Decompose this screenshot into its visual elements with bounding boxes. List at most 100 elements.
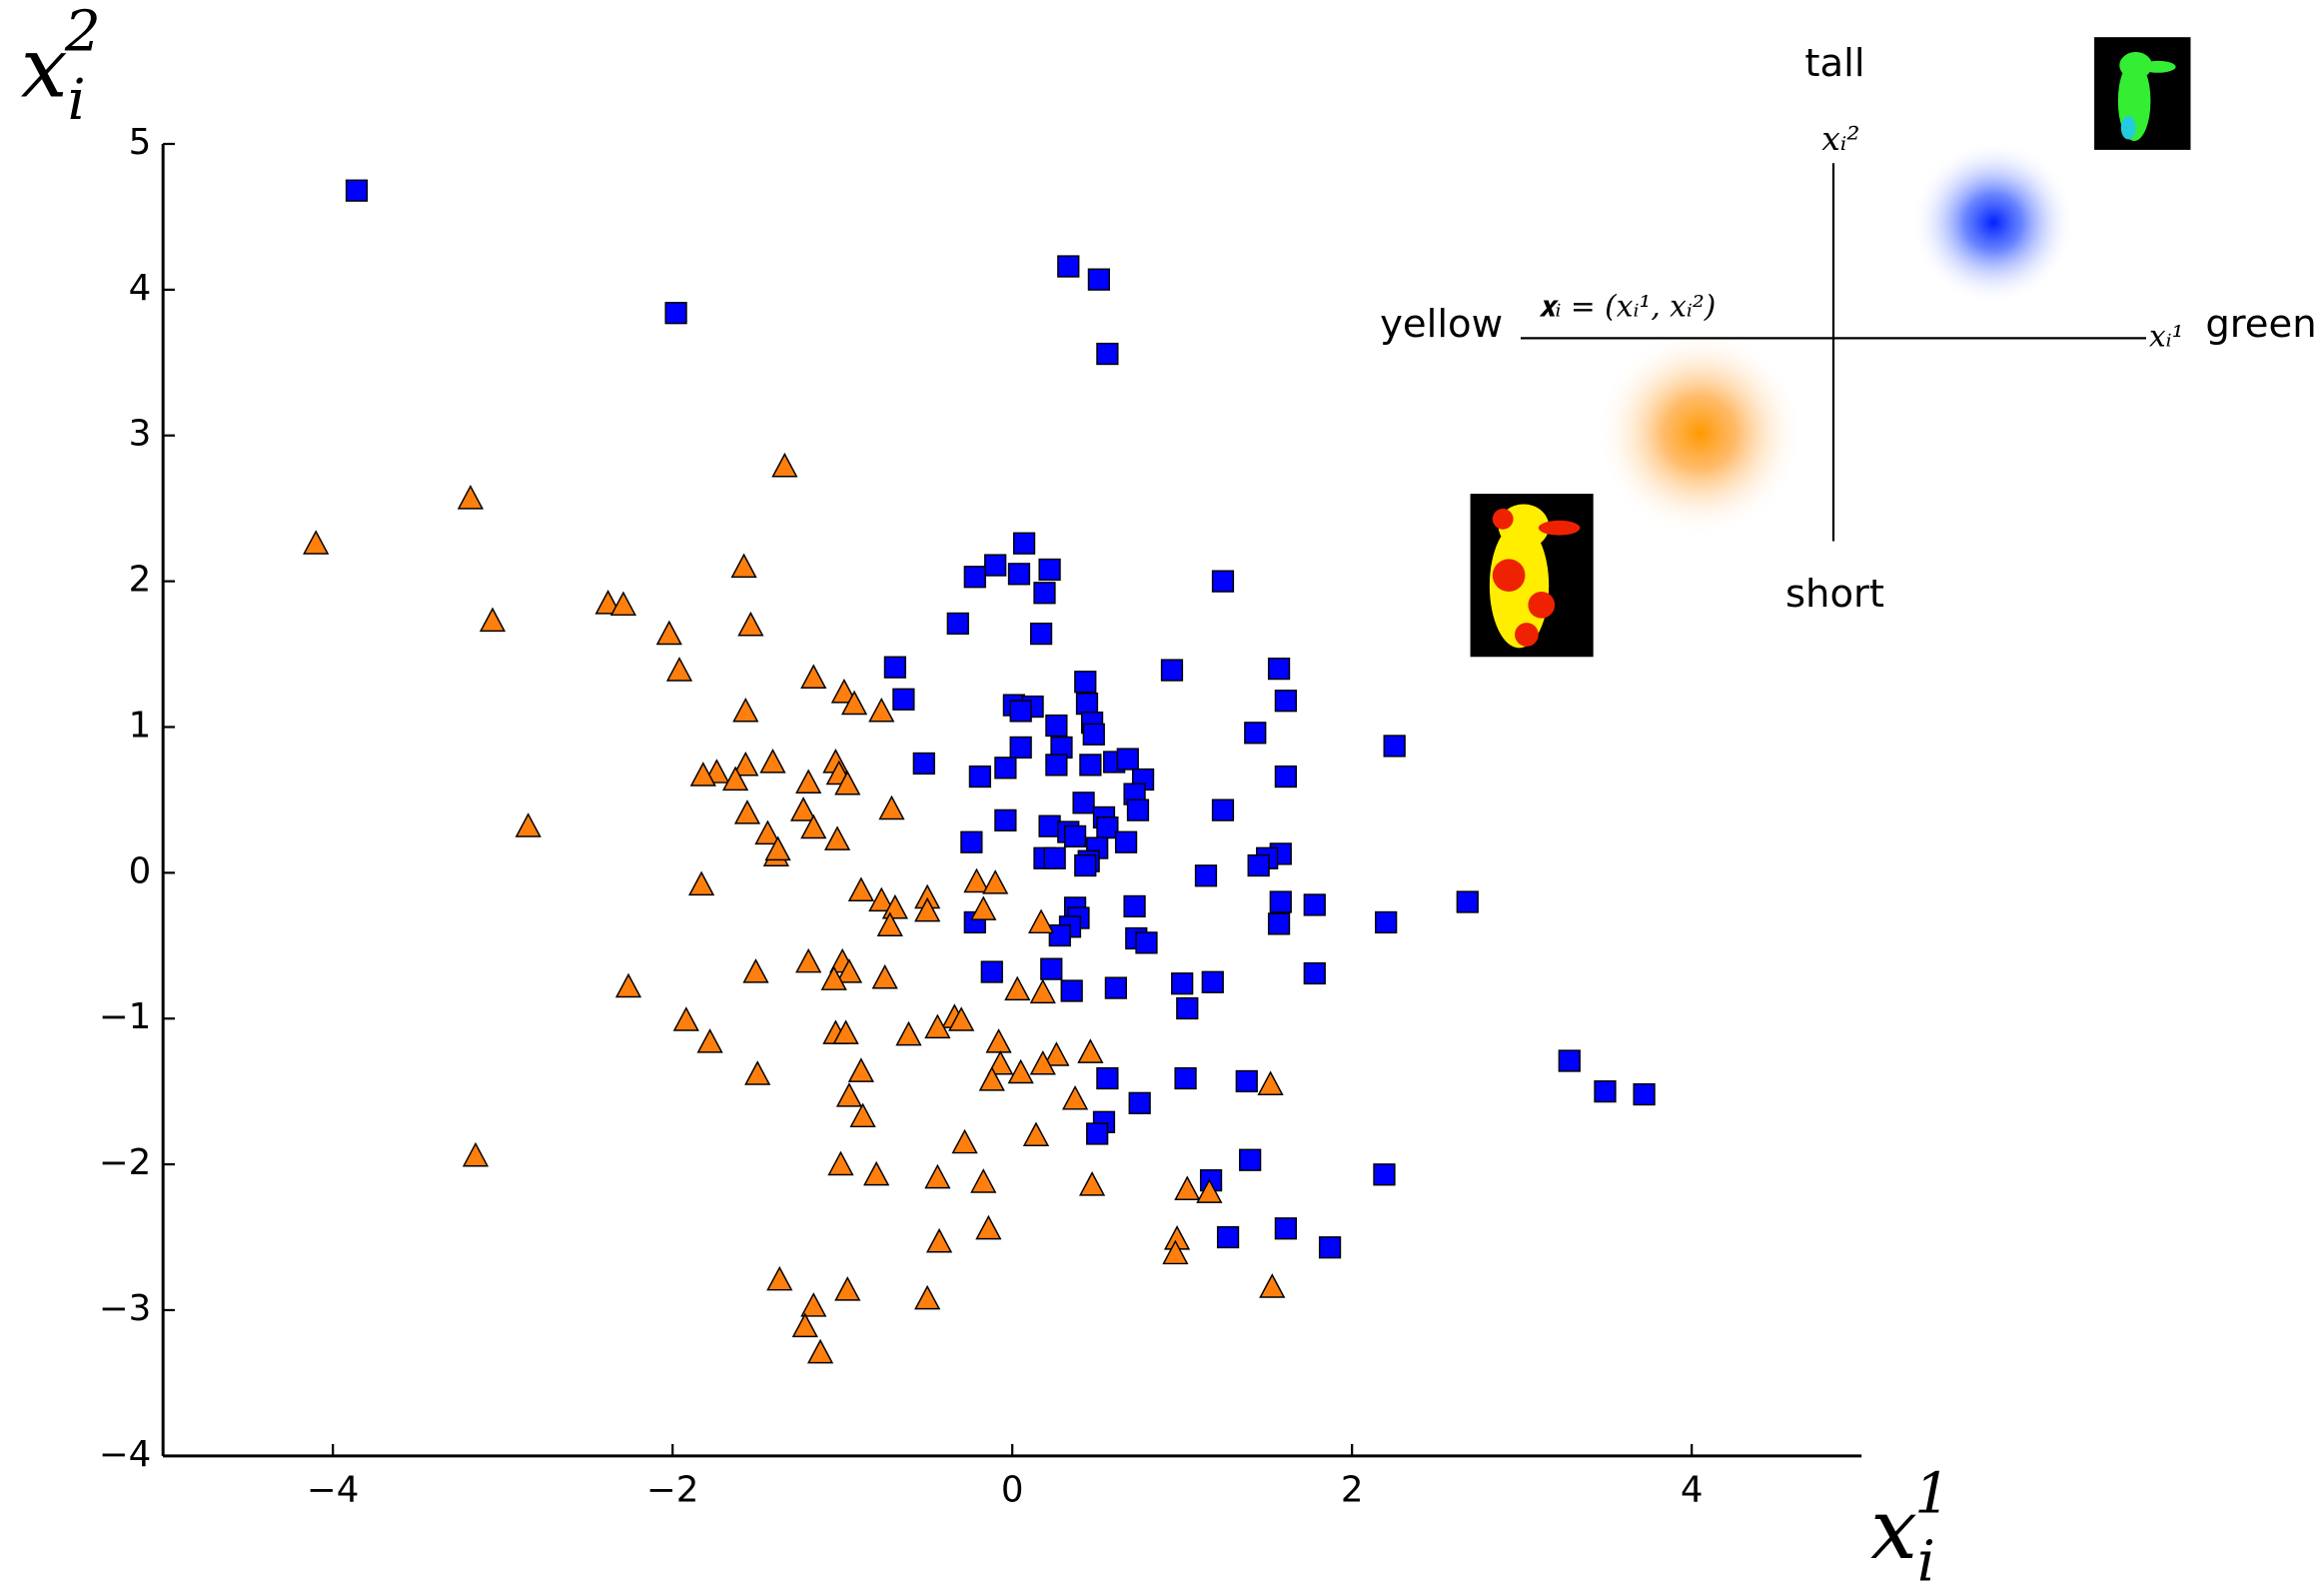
triangle-marker	[868, 697, 895, 723]
triangle-marker	[672, 1006, 699, 1031]
square-marker	[1558, 1049, 1581, 1072]
inset-x-label: xᵢ¹	[2149, 318, 2184, 353]
square-marker	[946, 612, 969, 636]
triangle-marker	[1078, 1171, 1106, 1196]
triangle-marker	[835, 958, 863, 983]
triangle-marker	[1174, 1175, 1201, 1200]
square-marker	[963, 566, 986, 589]
triangle-marker	[1077, 1038, 1104, 1063]
triangle-marker	[985, 1028, 1012, 1053]
triangle-marker	[978, 1066, 1005, 1091]
triangle-marker	[847, 876, 874, 901]
square-marker	[1216, 1225, 1240, 1249]
triangle-marker	[982, 869, 1009, 894]
triangle-marker	[1196, 1178, 1223, 1203]
triangle-marker	[1022, 1121, 1050, 1147]
square-marker	[1274, 1217, 1297, 1240]
triangle-marker	[868, 886, 895, 912]
triangle-marker	[849, 1102, 876, 1128]
square-marker	[1247, 853, 1270, 877]
triangle-marker	[594, 590, 621, 615]
square-marker	[1029, 623, 1053, 646]
triangle-marker	[665, 657, 693, 682]
square-marker	[1096, 816, 1119, 839]
square-marker	[664, 302, 687, 325]
square-marker	[1594, 1080, 1617, 1103]
triangle-marker	[696, 1028, 723, 1053]
triangle-marker	[759, 749, 786, 774]
triangle-marker	[834, 770, 861, 795]
square-marker	[1075, 693, 1099, 716]
square-marker	[1267, 912, 1291, 935]
x-tick-label: −2	[646, 1469, 698, 1510]
square-marker	[1375, 910, 1398, 934]
square-marker	[1074, 853, 1097, 877]
square-marker	[1383, 735, 1406, 758]
triangle-marker	[800, 1292, 827, 1317]
triangle-marker	[732, 697, 759, 723]
square-marker	[1079, 754, 1102, 777]
yellow-bird-icon	[1470, 494, 1594, 658]
square-marker	[1303, 961, 1326, 985]
square-marker	[1194, 864, 1218, 887]
square-marker	[1045, 714, 1068, 738]
triangle-marker	[834, 1276, 861, 1301]
triangle-marker	[987, 1049, 1014, 1075]
square-marker	[1274, 690, 1297, 713]
square-marker	[994, 757, 1017, 780]
square-marker	[1074, 671, 1097, 694]
square-marker	[1235, 1069, 1258, 1093]
y-tick-label: 5	[129, 122, 152, 163]
square-marker	[1274, 765, 1297, 789]
square-marker	[1082, 723, 1105, 746]
point-label: 𝐱ᵢ = (xᵢ¹, xᵢ²)	[1539, 289, 1716, 324]
square-marker	[1072, 792, 1095, 814]
triangle-marker	[766, 1265, 793, 1291]
square-marker	[1456, 890, 1479, 913]
triangle-marker	[925, 1227, 953, 1253]
triangle-marker	[800, 813, 827, 839]
triangle-marker	[515, 812, 542, 837]
square-marker	[1063, 824, 1087, 848]
triangle-marker	[733, 799, 761, 824]
triangle-marker	[771, 452, 798, 478]
triangle-marker	[948, 1006, 975, 1031]
square-marker	[968, 765, 992, 789]
triangle-marker	[303, 530, 330, 555]
triangle-marker	[754, 819, 781, 845]
triangle-marker	[895, 1020, 922, 1046]
square-marker	[1009, 736, 1032, 760]
square-marker	[1303, 893, 1326, 916]
square-marker	[1318, 1236, 1342, 1259]
triangle-marker	[687, 870, 715, 896]
square-marker	[1174, 1066, 1197, 1090]
triangle-marker	[742, 958, 769, 983]
triangle-marker	[1027, 908, 1055, 934]
y-tick-label: 1	[129, 705, 152, 746]
triangle-marker	[1004, 975, 1031, 1001]
triangle-marker	[975, 1214, 1002, 1240]
triangle-marker	[1162, 1239, 1189, 1265]
square-marker	[1057, 255, 1080, 278]
green-bird-icon	[2094, 37, 2191, 150]
square-marker	[1086, 1122, 1109, 1145]
square-marker	[1176, 996, 1199, 1020]
square-marker	[1038, 814, 1061, 837]
square-marker	[1114, 830, 1138, 853]
triangle-marker	[847, 1057, 874, 1082]
square-marker	[1135, 931, 1158, 954]
triangle-marker	[479, 607, 507, 633]
square-marker	[1087, 268, 1111, 291]
square-marker	[892, 688, 915, 711]
triangle-marker	[1007, 1058, 1034, 1084]
square-marker	[1126, 798, 1150, 821]
inset-y-label: xᵢ²	[1821, 120, 1859, 158]
y-axis-label: xi2	[21, 0, 101, 132]
tall-label: tall	[1804, 41, 1864, 86]
triangle-marker	[1061, 1084, 1089, 1110]
triangle-marker	[744, 1060, 771, 1085]
triangle-marker	[840, 690, 868, 716]
square-marker	[960, 830, 983, 853]
triangle-marker	[609, 591, 636, 617]
square-marker	[1123, 894, 1146, 918]
